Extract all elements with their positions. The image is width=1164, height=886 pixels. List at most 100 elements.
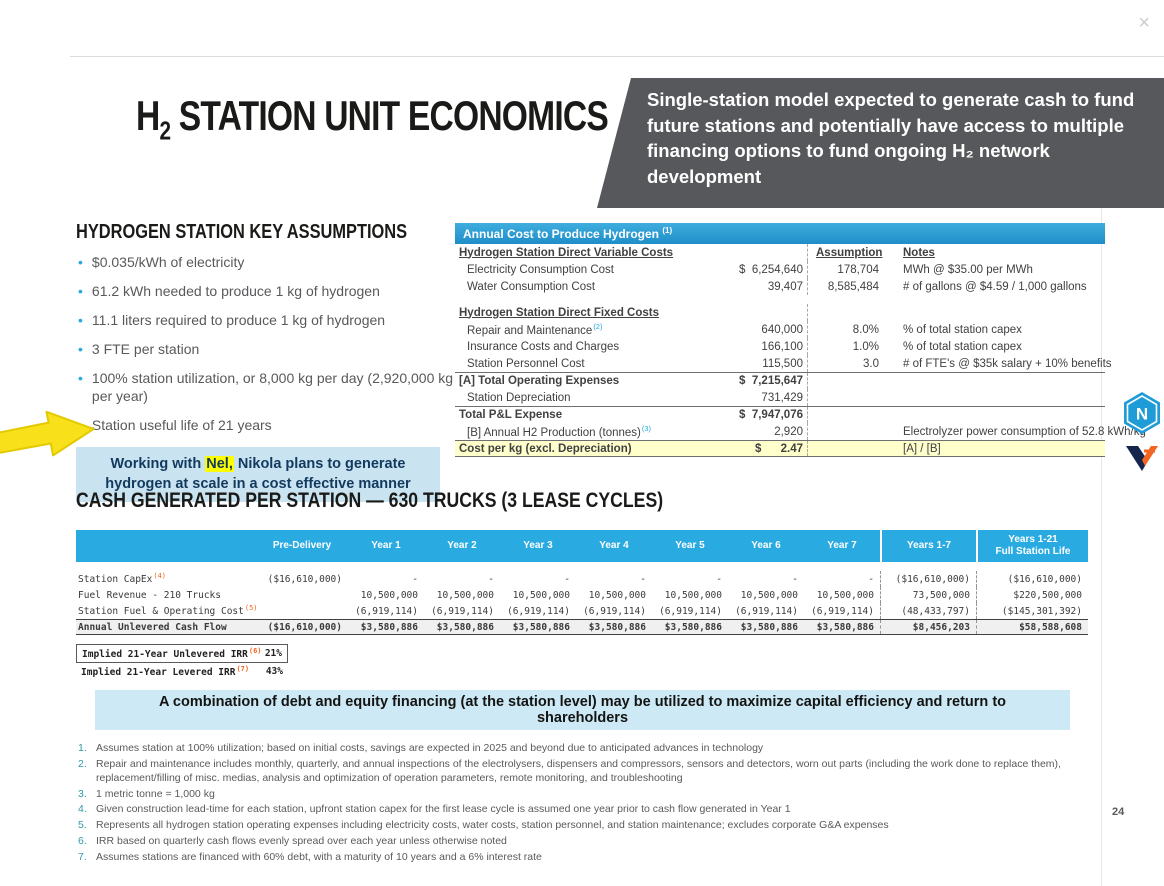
cash-header-cell: Year 6 (751, 540, 781, 551)
cost-row-value: $ 2.47 (755, 442, 803, 455)
cash-value-cell: 10,500,000 (436, 589, 494, 601)
cost-label-text: Repair and Maintenance (467, 324, 593, 337)
cash-value-cell: $3,580,886 (816, 621, 874, 633)
cash-section-heading: CASH GENERATED PER STATION — 630 TRUCKS … (76, 489, 664, 512)
cost-row-assumption (807, 373, 893, 389)
cost-table-row: Station Personnel Cost 115,500 3.0 # of FTE… (455, 355, 1112, 372)
cash-label-text: Station Fuel & Operating Cost (78, 606, 244, 618)
cash-table: Pre-Delivery Year 1 Year 2 Year 3 Year 4 Year… (76, 530, 1088, 635)
footnote-ref: (6) (248, 647, 262, 655)
footnote-number: 4. (78, 803, 87, 816)
cash-value-cell: $3,580,886 (664, 621, 722, 633)
yellow-arrow-icon (0, 408, 98, 464)
cash-value-cell: 10,500,000 (588, 589, 646, 601)
cost-row-label: Electricity Consumption Cost (455, 264, 727, 276)
cost-table-row: Hydrogen Station Direct Variable Costs As… (455, 244, 1105, 261)
cash-value-cell: $8,456,203 (880, 620, 976, 634)
footnote-number: 6. (78, 835, 87, 848)
cash-value-cell: $58,588,608 (976, 620, 1088, 634)
assumption-text: 100% station utilization, or 8,000 kg pe… (91, 369, 454, 405)
cash-table-row: Annual Unlevered Cash Flow ($16,610,000) $… (76, 619, 1088, 635)
irr-levered-row: Implied 21-Year Levered IRR(7) 43% (76, 663, 288, 680)
cost-row-label: Water Consumption Cost (455, 281, 727, 293)
title-rest: STATION UNIT ECONOMICS (170, 92, 609, 139)
cash-header-cell: Years 1-7 (880, 530, 976, 562)
cash-value-cell: - (792, 573, 798, 585)
cash-header-cell (76, 530, 256, 562)
cost-row-label: Station Personnel Cost (455, 358, 727, 370)
cash-value-cell: - (564, 573, 570, 585)
cash-value-cell: (6,919,114) (811, 605, 874, 617)
cost-table-row: [B] Annual H2 Production (tonnes)(3) 2,92… (455, 423, 1146, 440)
cost-notes-text: Notes (903, 246, 935, 259)
irr-unlevered-value: 21% (264, 648, 282, 660)
cash-table-row: Fuel Revenue - 210 Trucks 10,500,000 10,50… (76, 587, 1088, 603)
cash-value-cell: (48,433,797) (880, 603, 976, 619)
nel-text-post: Nikola plans to generate hydrogen at sca… (105, 456, 411, 493)
cost-label-text: Station Depreciation (467, 391, 571, 404)
nel-text-pre: Working with (110, 456, 206, 472)
cost-table-row: Repair and Maintenance(2) 640,000 8.0% % of… (455, 321, 1105, 338)
cost-assumption-text: 3.0 (863, 357, 879, 370)
cost-table-row: [A] Total Operating Expenses $ 7,215,647 (455, 372, 1105, 389)
assumption-text: Station useful life of 21 years (91, 417, 272, 434)
cash-row-label: Station CapEx(4) (76, 572, 256, 585)
cost-notes-text: [A] / [B] (903, 442, 941, 455)
cost-label-text: Cost per kg (excl. Depreciation) (459, 442, 632, 455)
cost-table-row: Cost per kg (excl. Depreciation) $ 2.47 [A… (455, 440, 1105, 457)
financing-banner: A combination of debt and equity financi… (95, 690, 1070, 730)
assumption-text: 11.1 liters required to produce 1 kg of … (91, 311, 386, 328)
cost-row-assumption: 1.0% (807, 338, 893, 355)
footnote: 5. Represents all hydrogen station operat… (78, 819, 1078, 833)
footnote-text: Represents all hydrogen station operatin… (96, 819, 889, 832)
irr-unlevered-label: Implied 21-Year Unlevered IRR(6) (82, 647, 262, 660)
cash-header-cell: Year 2 (447, 540, 477, 551)
cash-value-cell: 73,500,000 (880, 587, 976, 603)
cost-row-label: Total P&L Expense (455, 409, 727, 421)
cash-row-label: Annual Unlevered Cash Flow (76, 622, 256, 633)
bullet-icon: • (78, 254, 83, 270)
cost-assumption-text: 8,585,484 (827, 280, 879, 293)
cost-row-assumption (807, 389, 893, 406)
cost-row-label: [A] Total Operating Expenses (455, 375, 727, 387)
cost-assumption-text: Assumption (816, 246, 883, 259)
headline-banner: Single-station model expected to generat… (597, 78, 1164, 208)
cost-row-notes: # of gallons @ $4.59 / 1,000 gallons (893, 281, 1105, 293)
assumption-item: • 11.1 liters required to produce 1 kg of… (78, 311, 458, 330)
cash-label-text: Fuel Revenue - 210 Trucks (78, 589, 221, 601)
cost-row-notes: MWh @ $35.00 per MWh (893, 264, 1105, 276)
cash-value-cell: - (412, 573, 418, 585)
cost-row-notes: [A] / [B] (893, 443, 1105, 455)
title-h: H (136, 92, 160, 139)
cost-assumption-text: 178,704 (837, 263, 879, 276)
cost-label-text: Water Consumption Cost (467, 280, 596, 293)
cost-row-value: 640,000 (761, 323, 803, 336)
cash-value-cell: $3,580,886 (360, 621, 418, 633)
footnote-text: Repair and maintenance includes monthly,… (96, 757, 1061, 784)
nel-callout: Working with Nel, Nikola plans to genera… (76, 447, 440, 502)
cash-table-row: Station Fuel & Operating Cost(5) (6,919,1… (76, 603, 1088, 619)
cost-notes-text: # of gallons @ $4.59 / 1,000 gallons (903, 280, 1087, 293)
cash-header-cell: Years 1-21 Full Station Life (976, 530, 1088, 562)
footnote-text: Given construction lead-time for each st… (96, 803, 791, 816)
cash-value-cell: ($16,610,000) (880, 571, 976, 587)
cost-row-notes: # of FTE's @ $35k salary + 10% benefits (893, 358, 1112, 370)
footnote-number: 7. (78, 851, 87, 864)
cost-row-value: 115,500 (762, 357, 803, 370)
cash-label-text: Annual Unlevered Cash Flow (78, 621, 227, 633)
irr-levered-label: Implied 21-Year Levered IRR(7) (81, 665, 249, 678)
assumption-item: • 3 FTE per station (78, 340, 458, 359)
footnote-number: 2. (78, 757, 87, 770)
title-subscript: 2 (159, 115, 171, 146)
footnote-ref: (3) (641, 424, 652, 434)
cash-value-cell: (6,919,114) (583, 605, 646, 617)
irr-unlevered-label-text: Implied 21-Year Unlevered IRR (82, 649, 248, 661)
cost-label-text: [B] Annual H2 Production (tonnes) (467, 426, 641, 439)
cost-label-text: Insurance Costs and Charges (467, 340, 620, 353)
vectoiq-logo (1124, 443, 1160, 473)
cost-row-label: Station Depreciation (455, 392, 727, 404)
close-icon[interactable]: × (1138, 12, 1150, 34)
cost-row-label: Hydrogen Station Direct Fixed Costs (455, 307, 727, 319)
cost-assumption-text: 8.0% (852, 323, 879, 336)
assumption-item: • 100% station utilization, or 8,000 kg p… (78, 369, 458, 407)
